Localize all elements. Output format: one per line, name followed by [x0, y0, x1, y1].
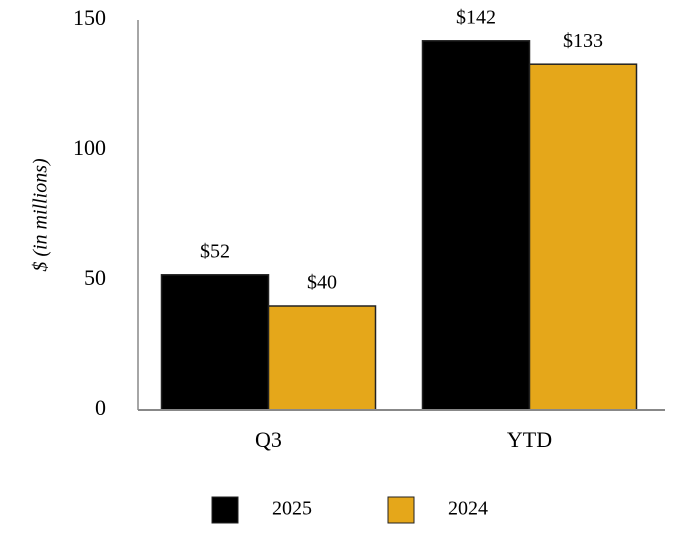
bar [528, 63, 638, 411]
data-label: $133 [563, 30, 603, 52]
legend-label: 2025 [272, 498, 312, 520]
legend-label: 2024 [448, 498, 488, 520]
data-label: $40 [307, 272, 337, 294]
y-tick-label: 150 [73, 5, 106, 30]
data-label: $142 [456, 6, 496, 28]
y-tick-label: 100 [73, 135, 106, 160]
legend-swatch [211, 496, 239, 524]
legend-swatch [387, 496, 415, 524]
y-tick-label: 50 [84, 265, 106, 290]
bar [421, 40, 531, 411]
data-label: $52 [200, 240, 230, 262]
bar [267, 305, 377, 411]
y-axis-label: $ (in millions) [30, 158, 52, 272]
x-tick-label: Q3 [255, 427, 282, 452]
x-tick-label: YTD [507, 427, 552, 452]
y-tick-label: 0 [95, 395, 106, 420]
bar [160, 274, 270, 411]
